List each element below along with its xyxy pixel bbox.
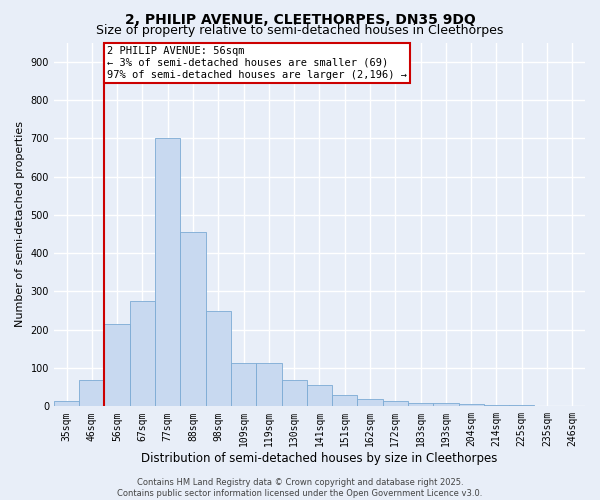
Bar <box>79 380 104 406</box>
Bar <box>307 386 332 406</box>
Bar <box>509 405 535 406</box>
Text: 2, PHILIP AVENUE, CLEETHORPES, DN35 9DQ: 2, PHILIP AVENUE, CLEETHORPES, DN35 9DQ <box>125 12 475 26</box>
Bar <box>181 232 206 406</box>
Bar <box>155 138 181 406</box>
Text: Size of property relative to semi-detached houses in Cleethorpes: Size of property relative to semi-detach… <box>97 24 503 37</box>
Bar <box>358 400 383 406</box>
X-axis label: Distribution of semi-detached houses by size in Cleethorpes: Distribution of semi-detached houses by … <box>141 452 497 465</box>
Bar <box>383 400 408 406</box>
Text: Contains HM Land Registry data © Crown copyright and database right 2025.
Contai: Contains HM Land Registry data © Crown c… <box>118 478 482 498</box>
Bar <box>433 402 458 406</box>
Y-axis label: Number of semi-detached properties: Number of semi-detached properties <box>15 122 25 328</box>
Bar <box>256 363 281 406</box>
Bar <box>408 402 433 406</box>
Bar <box>206 312 231 406</box>
Bar <box>130 301 155 406</box>
Bar <box>231 363 256 406</box>
Text: 2 PHILIP AVENUE: 56sqm
← 3% of semi-detached houses are smaller (69)
97% of semi: 2 PHILIP AVENUE: 56sqm ← 3% of semi-deta… <box>107 46 407 80</box>
Bar <box>484 405 509 406</box>
Bar <box>458 404 484 406</box>
Bar <box>332 395 358 406</box>
Bar <box>281 380 307 406</box>
Bar <box>104 324 130 406</box>
Bar <box>54 400 79 406</box>
